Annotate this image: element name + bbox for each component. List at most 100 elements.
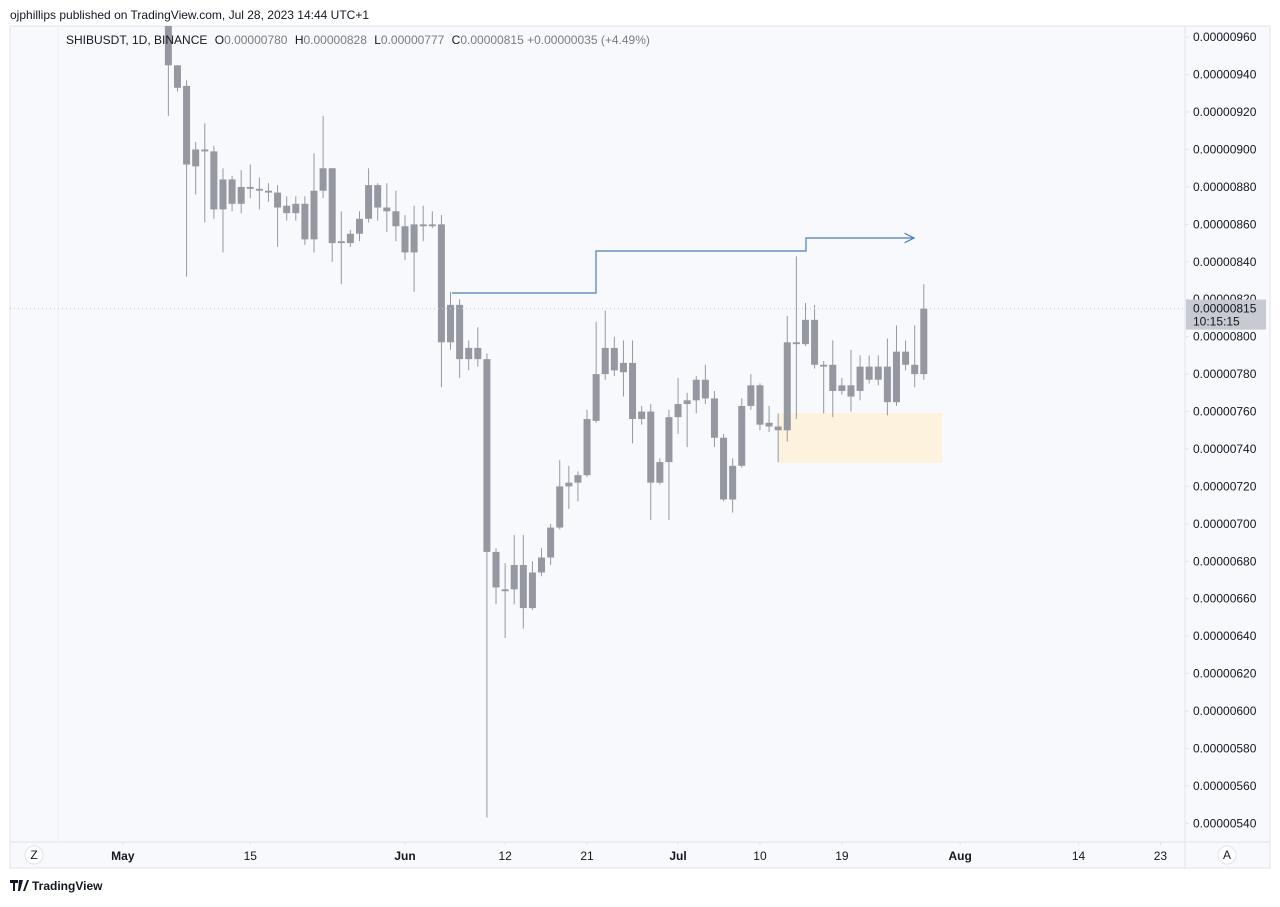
candle-body [346, 233, 354, 244]
last-price-label: 0.00000815 [1193, 302, 1257, 316]
candle-body [428, 224, 436, 227]
zoom-button[interactable]: Z [30, 848, 37, 862]
candle-body [437, 224, 445, 343]
candle-body [610, 347, 618, 371]
candle-body [192, 149, 200, 167]
candle-body [865, 366, 873, 380]
candle-body [683, 400, 691, 405]
candle-body [647, 411, 655, 483]
last-price-box [1186, 299, 1266, 330]
y-tick-label: 0.00000780 [1193, 367, 1257, 381]
candle-body [847, 385, 855, 397]
y-tick-label: 0.00000540 [1193, 816, 1257, 830]
candle-body [201, 149, 209, 152]
y-tick-label: 0.00000600 [1193, 704, 1257, 718]
candle-body [401, 226, 409, 253]
candle-body [547, 527, 555, 558]
candle-body [528, 572, 536, 609]
candle-body [583, 419, 591, 476]
y-tick-label: 0.00000840 [1193, 255, 1257, 269]
candle-body [556, 486, 564, 528]
candle-body [183, 85, 191, 165]
x-tick-label: 19 [835, 849, 849, 863]
legend-key: L [374, 33, 381, 47]
legend-key: H [295, 33, 304, 47]
candle-body [874, 366, 882, 380]
annotation-line [452, 238, 914, 294]
candle-body [538, 557, 546, 573]
candle-body [310, 190, 318, 240]
candle-body [738, 405, 746, 466]
legend-value: 0.00000780 [224, 33, 288, 47]
candle-body [729, 465, 737, 500]
y-tick-label: 0.00000960 [1193, 30, 1257, 44]
y-tick-label: 0.00000660 [1193, 592, 1257, 606]
candle-body [337, 241, 345, 244]
candle-body [274, 192, 282, 208]
legend-key: O [215, 33, 224, 47]
y-tick-label: 0.00000700 [1193, 517, 1257, 531]
chart-frame [9, 25, 1271, 869]
header-title: ojphillips published on TradingView.com,… [10, 8, 369, 22]
candle-body [492, 551, 500, 588]
x-tick-label: May [111, 849, 135, 863]
candle-body [565, 482, 573, 487]
auto-button[interactable]: A [1223, 848, 1231, 862]
candle-body [838, 385, 846, 391]
button-bg[interactable] [24, 845, 44, 865]
zone-box [779, 413, 942, 463]
x-tick-label: 21 [580, 849, 594, 863]
candle-body [510, 565, 518, 590]
candle-body [710, 398, 718, 438]
x-tick-label: 15 [244, 849, 258, 863]
candle-body [474, 347, 482, 360]
candle-body [283, 205, 291, 214]
candle-body [365, 185, 373, 219]
candle-body [720, 437, 728, 500]
candle-body [629, 362, 637, 420]
candle-body [829, 364, 837, 391]
legend-symbol: SHIBUSDT, 1D, BINANCE [66, 33, 207, 47]
candle-body [911, 364, 919, 375]
y-tick-label: 0.00000740 [1193, 442, 1257, 456]
y-tick-label: 0.00000880 [1193, 180, 1257, 194]
x-tick-label: Jul [669, 849, 686, 863]
legend: SHIBUSDT, 1D, BINANCE O0.00000780 H 0.000… [66, 33, 650, 47]
candle-body [173, 65, 181, 88]
y-tick-label: 0.00000920 [1193, 105, 1257, 119]
candle-body [410, 224, 418, 253]
candle-body [447, 304, 455, 343]
candle-body [465, 347, 473, 360]
candle-body [674, 404, 682, 418]
y-tick-label: 0.00000800 [1193, 330, 1257, 344]
candle-body [820, 364, 828, 367]
x-tick-label: Jun [394, 849, 415, 863]
y-tick-label: 0.00000760 [1193, 405, 1257, 419]
candle-body [638, 411, 646, 420]
candle-body [692, 379, 700, 401]
candle-body [892, 351, 900, 403]
candle-body [756, 385, 764, 425]
candle-body [701, 379, 709, 399]
legend-value: 0.00000777 [381, 33, 445, 47]
candle-body [328, 168, 336, 244]
candle-body [619, 362, 627, 373]
candle-body [765, 422, 773, 427]
logo [10, 880, 29, 891]
x-tick-label: 12 [498, 849, 512, 863]
candle-body [592, 374, 600, 421]
candle-body [883, 366, 891, 403]
candle-body [656, 462, 664, 483]
candle-body [519, 565, 527, 609]
candle-body [301, 203, 309, 240]
x-tick-label: 23 [1154, 849, 1168, 863]
x-tick-label: Aug [949, 849, 972, 863]
button-bg[interactable] [1217, 845, 1237, 865]
legend-value: 0.00000815 [460, 33, 524, 47]
candle-body [665, 417, 673, 463]
candle-body [601, 347, 609, 375]
y-tick-label: 0.00000720 [1193, 479, 1257, 493]
footer-brand: TradingView [32, 879, 103, 893]
